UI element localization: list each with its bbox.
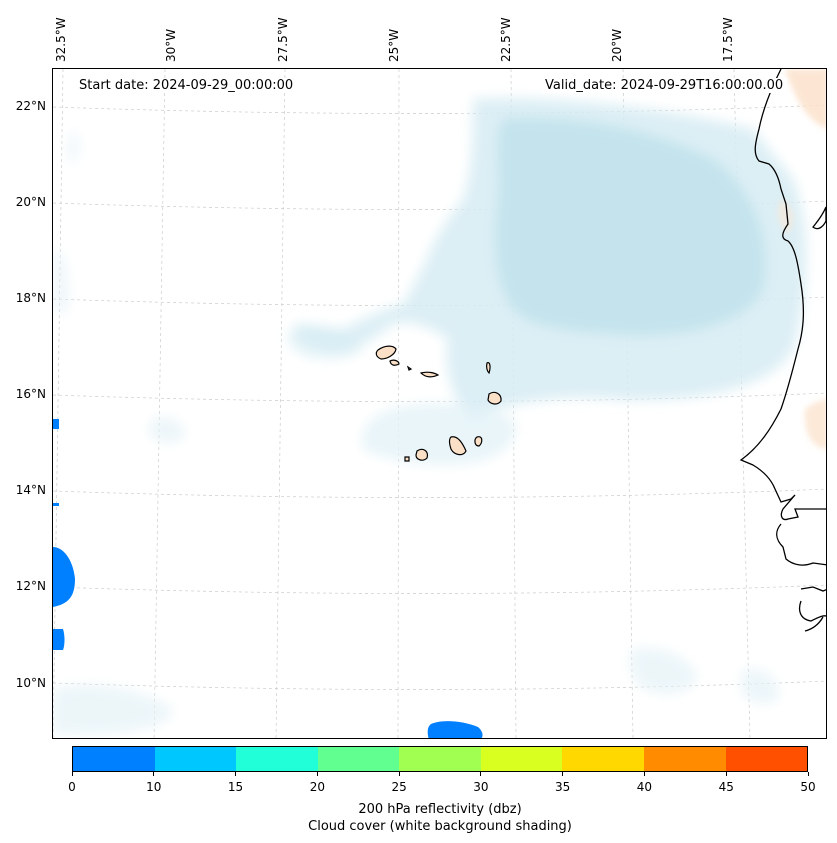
coast-shading	[777, 69, 826, 449]
longitude-label: 17.5°W	[721, 17, 735, 62]
colorbar-tick	[480, 772, 482, 776]
colorbar-tick-label: 15	[227, 780, 244, 794]
colorbar-tick-label: 35	[555, 780, 571, 794]
colorbar-tick	[235, 772, 237, 776]
longitude-label: 20°W	[610, 28, 624, 62]
map-panel	[52, 68, 827, 739]
african-coastline	[739, 69, 826, 632]
latitude-label: 22°N	[15, 99, 46, 113]
latitude-label: 14°N	[15, 483, 46, 497]
colorbar-cell	[154, 747, 237, 771]
colorbar-tick-label: 30	[473, 780, 489, 794]
colorbar-label-cloud-cover: Cloud cover (white background shading)	[308, 819, 572, 834]
cloud-cover-shading	[53, 98, 807, 735]
colorbar-tick	[807, 772, 809, 776]
longitude-label: 32.5°W	[54, 17, 68, 62]
colorbar-tick-label: 0	[68, 780, 76, 794]
colorbar-tick	[643, 772, 645, 776]
latitude-label: 10°N	[15, 676, 46, 690]
colorbar-tick	[316, 772, 318, 776]
colorbar-tick-label: 10	[146, 780, 162, 794]
colorbar-tick-label: 45	[718, 780, 734, 794]
colorbar-tick-label: 50	[800, 780, 816, 794]
cape-verde-islands	[375, 345, 502, 462]
colorbar-cell	[725, 747, 808, 771]
colorbar-tick	[562, 772, 564, 776]
longitude-label: 25°W	[387, 28, 401, 62]
reflectivity-blobs	[53, 419, 483, 738]
colorbar-tick	[71, 772, 73, 776]
colorbar-tick-label: 20	[309, 780, 325, 794]
colorbar-cell	[643, 747, 726, 771]
colorbar-tick-label: 25	[391, 780, 407, 794]
colorbar-tick	[153, 772, 155, 776]
colorbar-cell	[480, 747, 563, 771]
colorbar-tick-label: 40	[636, 780, 653, 794]
colorbar-cell	[317, 747, 400, 771]
latitude-label: 20°N	[15, 195, 46, 209]
latitude-label: 16°N	[15, 387, 46, 401]
longitude-label: 30°W	[164, 28, 178, 62]
colorbar-cell	[236, 747, 318, 771]
map-canvas	[53, 69, 826, 738]
latitude-label: 18°N	[15, 291, 46, 305]
colorbar-cell	[562, 747, 644, 771]
colorbar-tick	[398, 772, 400, 776]
start-date-label: Start date: 2024-09-29_00:00:00	[75, 78, 298, 93]
valid-date-label: Valid_date: 2024-09-29T16:00:00.00	[541, 78, 788, 93]
longitude-label: 22.5°W	[499, 17, 513, 62]
longitude-label: 27.5°W	[276, 17, 290, 62]
colorbar-cell	[399, 747, 481, 771]
colorbar-tick	[725, 772, 727, 776]
latitude-label: 12°N	[15, 579, 46, 593]
colorbar-cell	[73, 747, 155, 771]
colorbar-label-reflectivity: 200 hPa reflectivity (dbz)	[358, 802, 522, 817]
colorbar	[72, 746, 808, 772]
